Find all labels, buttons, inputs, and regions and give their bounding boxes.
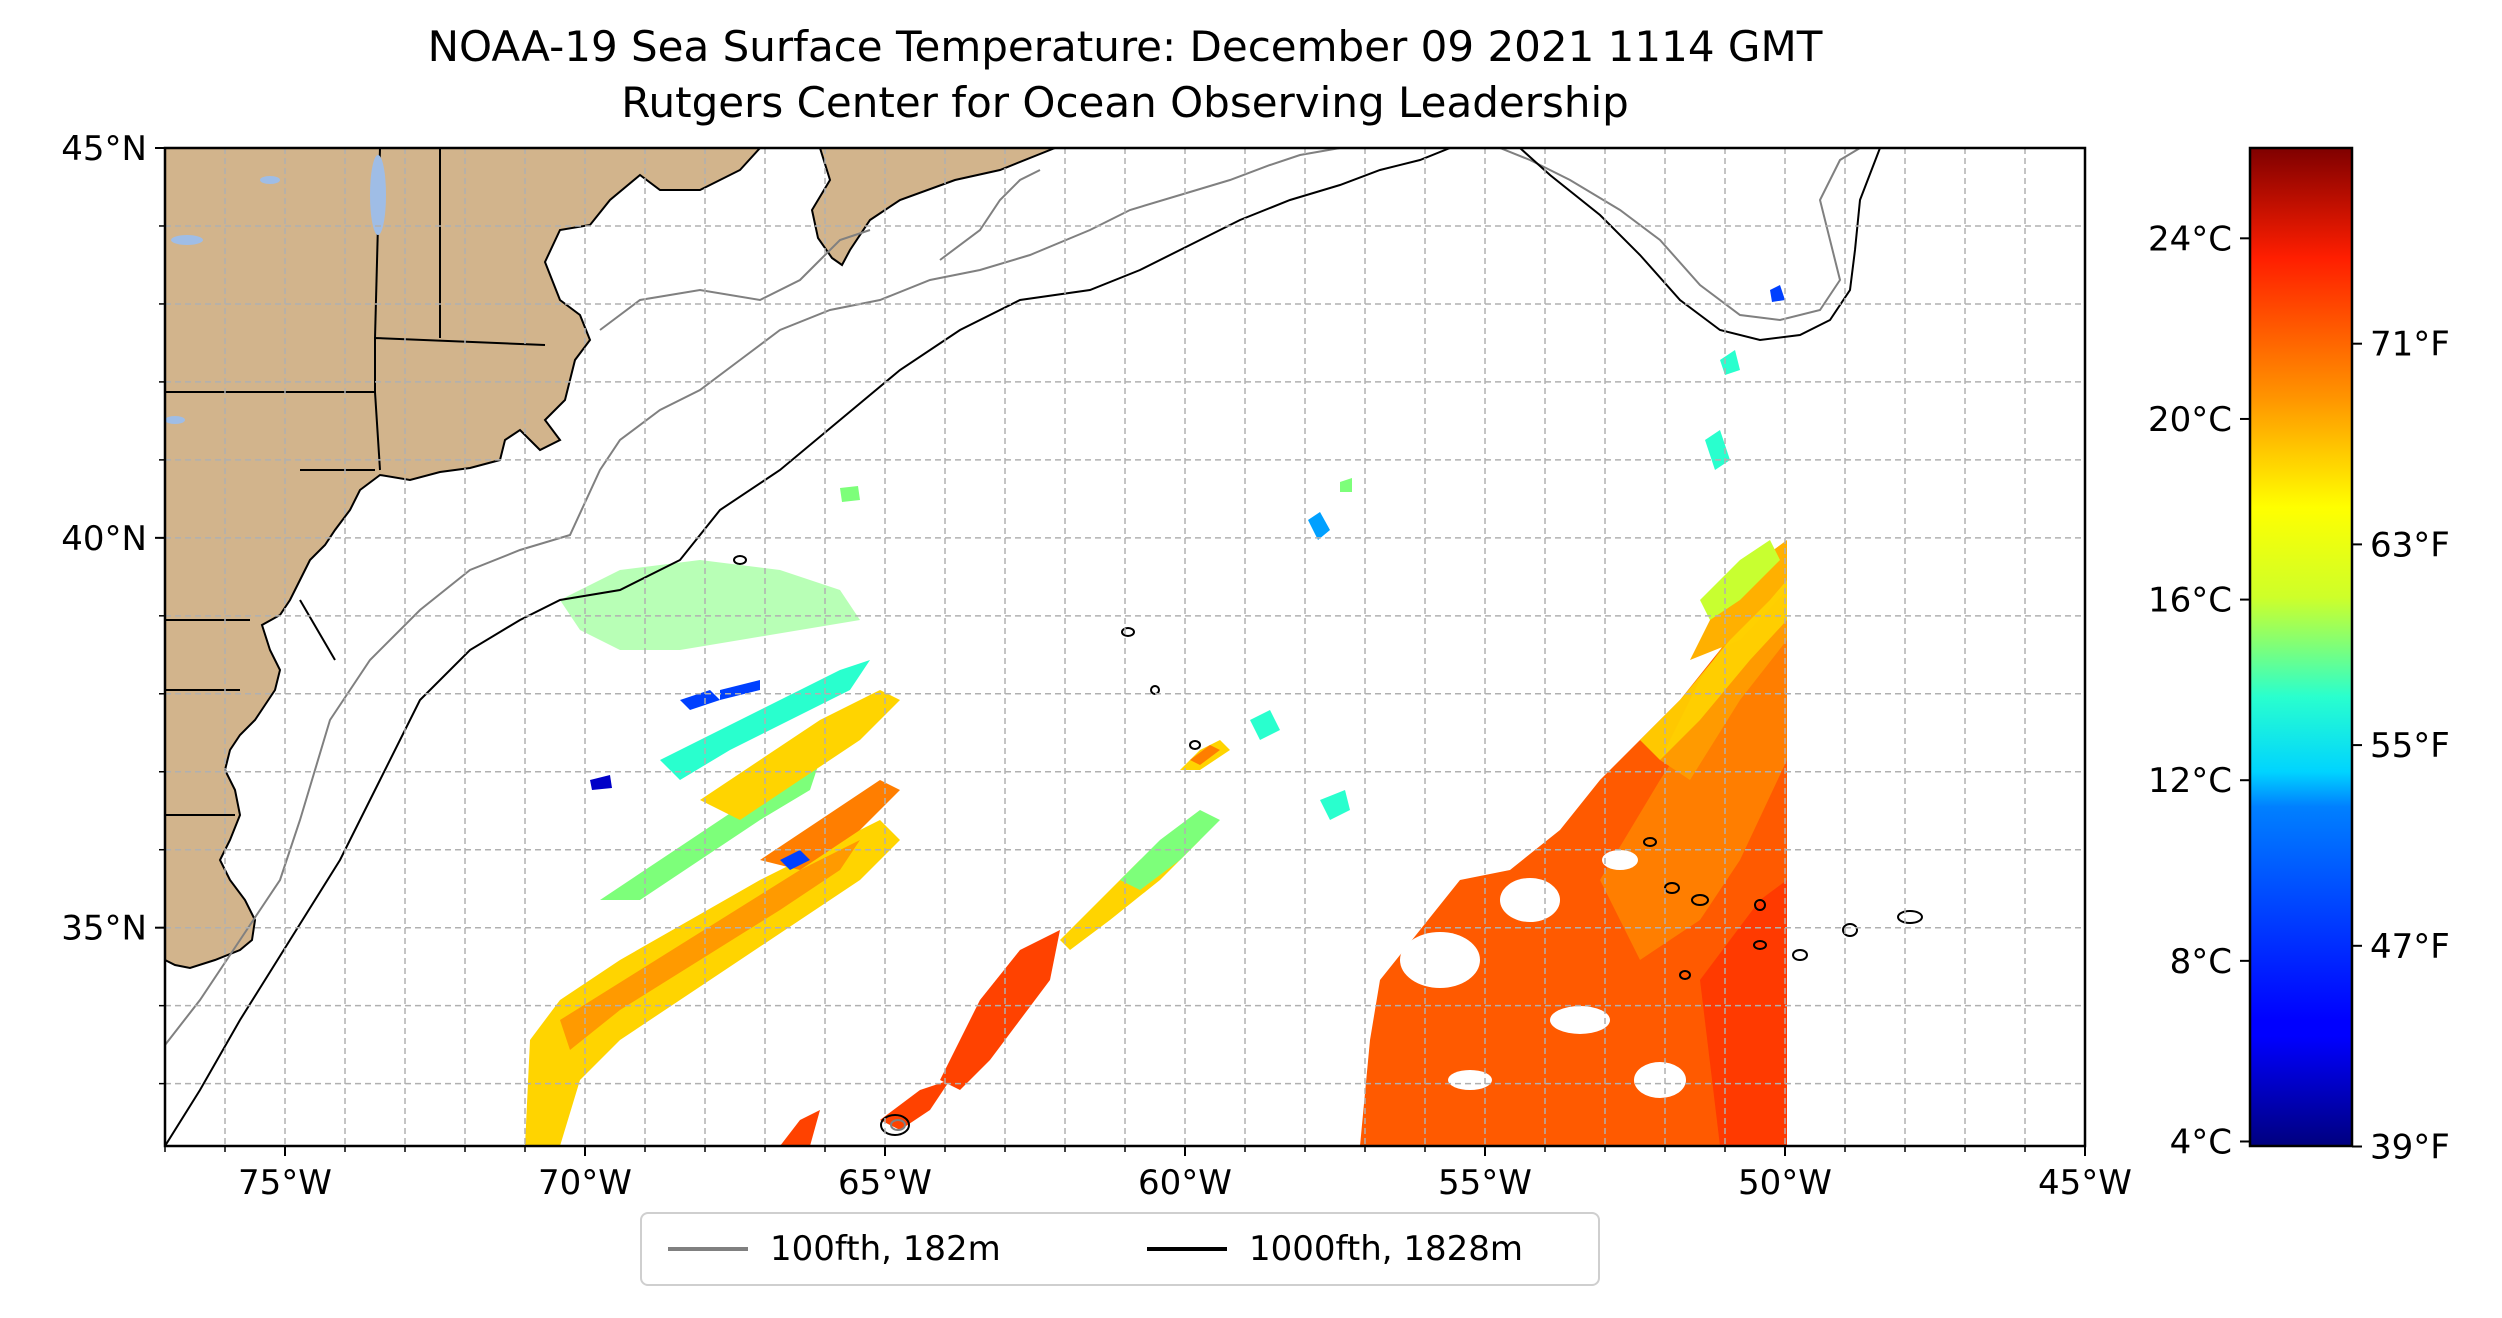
map-legend: 100fth, 182m 1000fth, 1828m	[640, 1212, 1600, 1286]
colorbar-f-label: 71°F	[2370, 325, 2450, 365]
contour-100fth-gulf-maine	[599, 229, 871, 331]
state-borders	[165, 148, 546, 816]
colorbar-f-label: 55°F	[2370, 726, 2450, 766]
map-axes: 75°W 70°W 65°W 60°W 55°W 50°W 45°W 35°N 40°N 45°N	[61, 129, 2132, 1203]
x-tick-label: 55°W	[1438, 1163, 1532, 1203]
colorbar-c-label: 16°C	[2148, 581, 2232, 621]
y-tick-label: 45°N	[61, 129, 147, 169]
colorbar-ticks: 4°C 8°C 12°C 16°C 20°C 24°C 39°F 47°F 55°F 63°F 71…	[2148, 219, 2450, 1167]
colorbar-c-label: 20°C	[2148, 400, 2232, 440]
x-tick-label: 45°W	[2038, 1163, 2132, 1203]
sst-data	[525, 285, 1787, 1146]
x-tick-label: 75°W	[238, 1163, 332, 1203]
x-tick-label: 50°W	[1738, 1163, 1832, 1203]
legend-label-100fth: 100fth, 182m	[770, 1229, 1001, 1269]
colorbar-c-label: 12°C	[2148, 761, 2232, 801]
contour-100fth-georges	[939, 169, 1041, 261]
legend-item-1000fth: 1000fth, 1828m	[1147, 1214, 1523, 1284]
map-title: NOAA-19 Sea Surface Temperature: Decembe…	[427, 22, 1823, 71]
lakes	[165, 155, 386, 424]
land-nova-scotia	[810, 148, 1056, 267]
colorbar-f-label: 47°F	[2370, 927, 2450, 967]
colorbar-f-label: 63°F	[2370, 525, 2450, 565]
legend-line-100fth	[668, 1247, 748, 1251]
legend-line-1000fth	[1147, 1247, 1227, 1251]
sst-map	[165, 148, 2085, 1146]
colorbar-c-label: 24°C	[2148, 219, 2232, 259]
legend-label-1000fth: 1000fth, 1828m	[1249, 1229, 1524, 1269]
y-tick-label: 35°N	[61, 909, 147, 949]
colorbar	[2248, 146, 2354, 1148]
colorbar-f-label: 39°F	[2370, 1128, 2450, 1168]
x-tick-label: 65°W	[838, 1163, 932, 1203]
gridlines	[165, 148, 2085, 1146]
y-tick-label: 40°N	[61, 519, 147, 559]
x-tick-label: 70°W	[538, 1163, 632, 1203]
legend-item-100fth: 100fth, 182m	[668, 1214, 1001, 1284]
x-tick-label: 60°W	[1138, 1163, 1232, 1203]
contour-100fth	[165, 148, 1861, 1046]
map-subtitle: Rutgers Center for Ocean Observing Leade…	[621, 78, 1629, 127]
contour-1000fth	[165, 148, 1881, 1146]
colorbar-c-label: 4°C	[2170, 1122, 2232, 1162]
colorbar-c-label: 8°C	[2170, 942, 2232, 982]
